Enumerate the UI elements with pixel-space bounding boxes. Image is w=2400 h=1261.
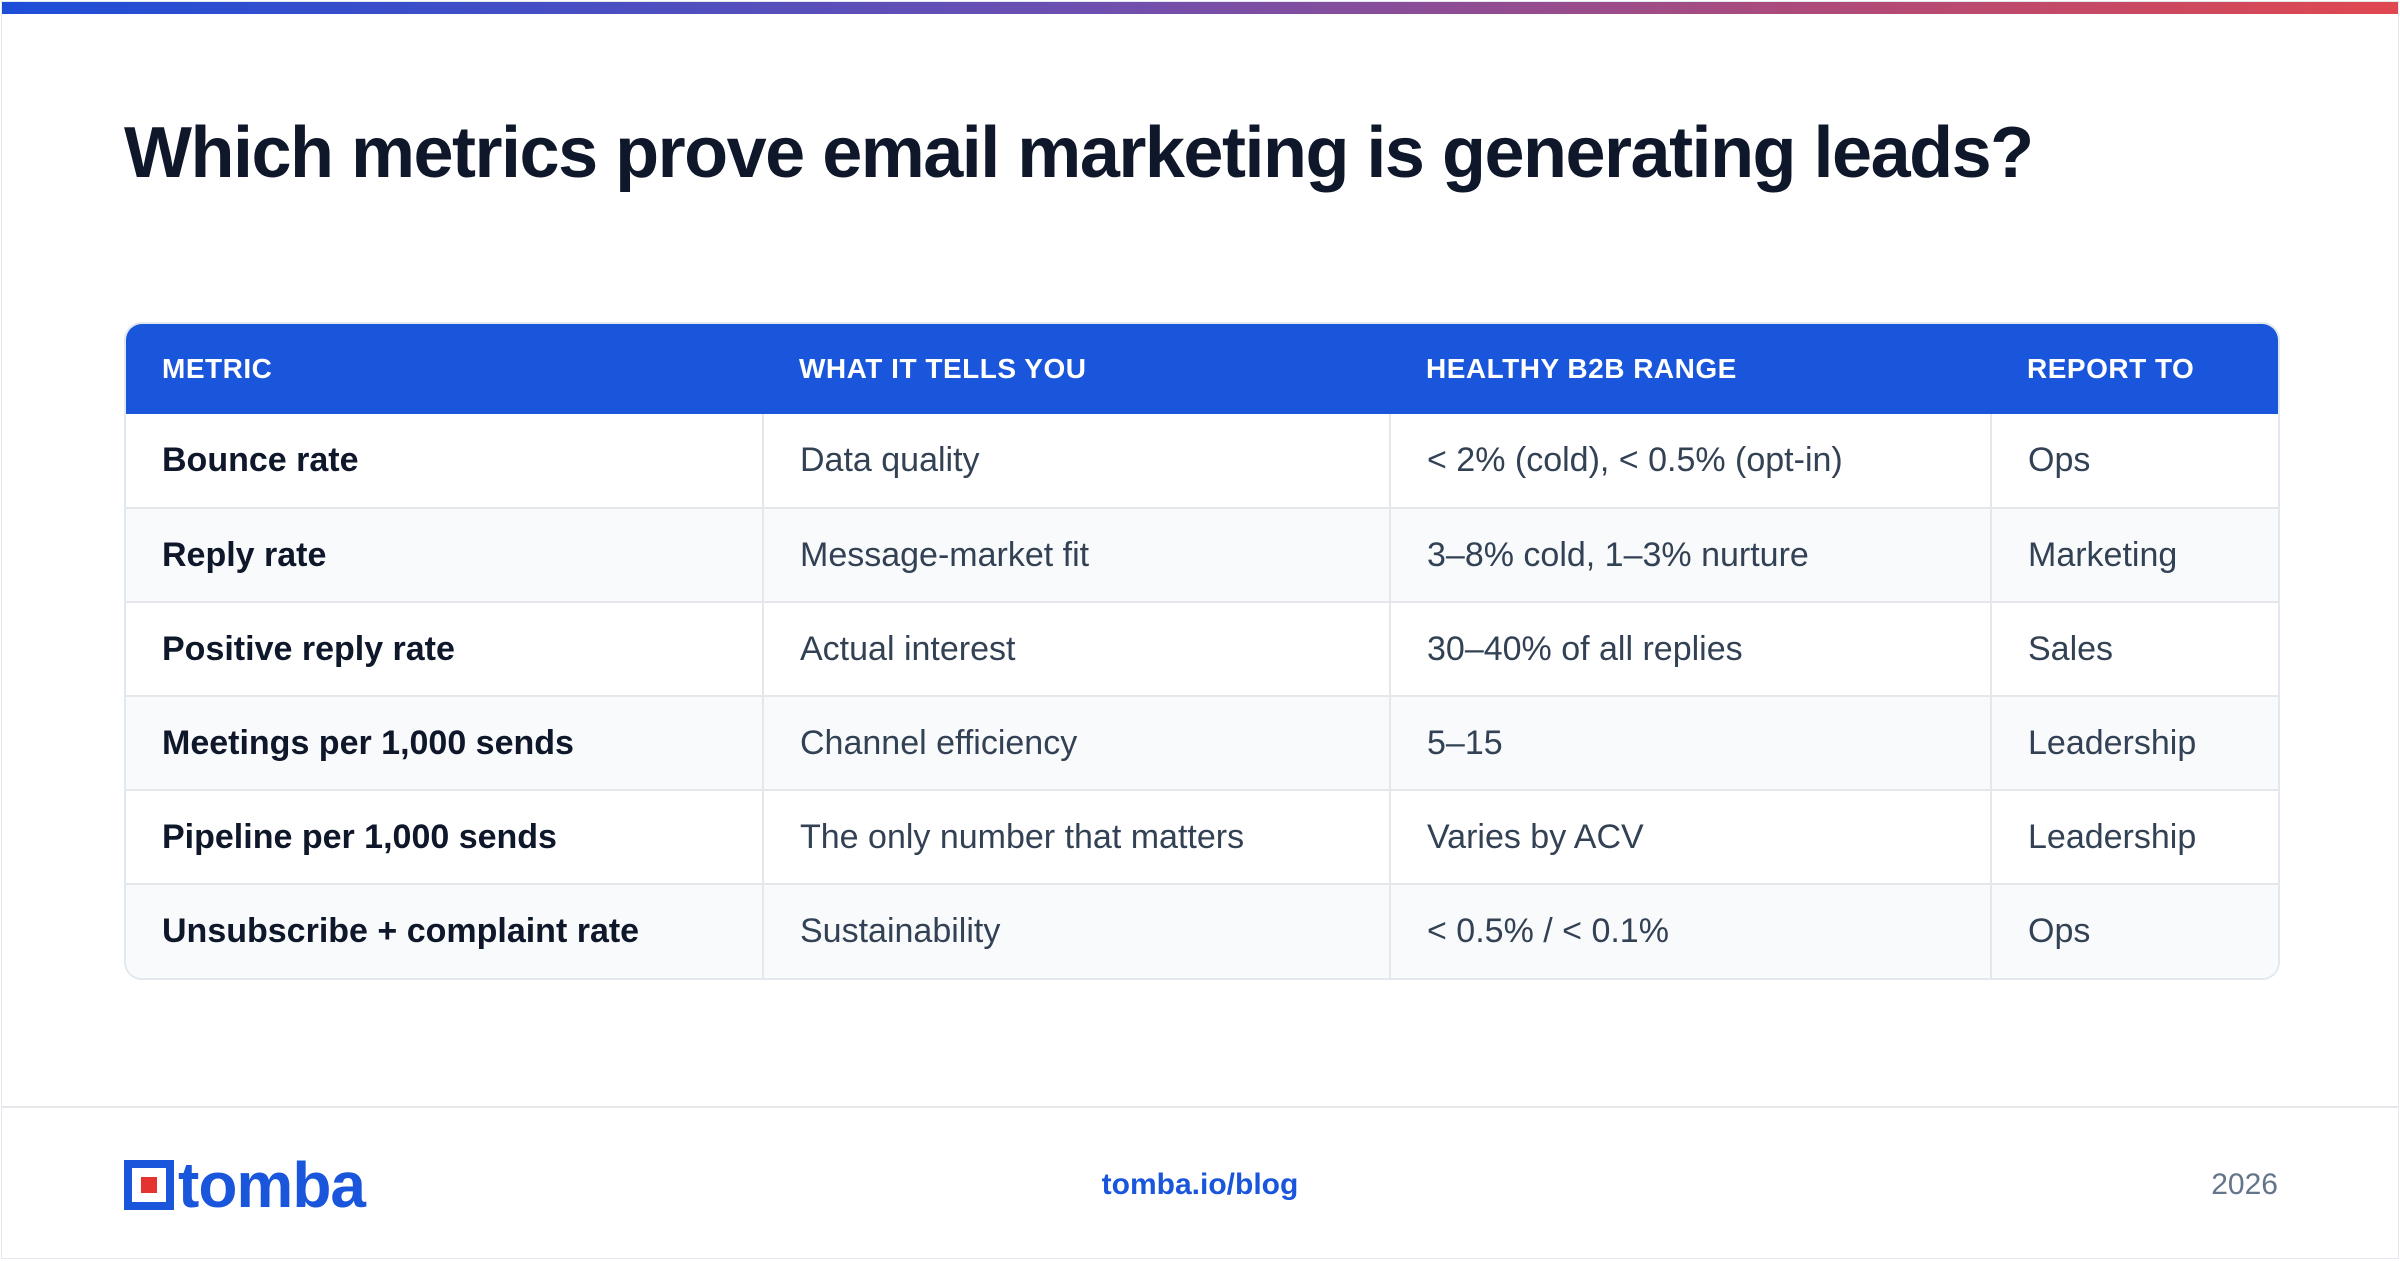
cell-metric: Bounce rate [162, 441, 359, 479]
header-metric: METRIC [126, 324, 763, 414]
cell-range: 3–8% cold, 1–3% nurture [1389, 507, 1991, 602]
logo-text: tomba [178, 1149, 366, 1221]
cell-meaning: Data quality [762, 414, 1390, 508]
cell-report-to: Leadership [1990, 789, 2278, 884]
table-row: Bounce rate Data quality < 2% (cold), < … [126, 414, 2278, 508]
tomba-logo: tomba [124, 1153, 366, 1217]
cell-range: < 0.5% / < 0.1% [1389, 883, 1991, 978]
cell-meaning: Sustainability [762, 883, 1390, 978]
accent-gradient-bar [2, 2, 2398, 14]
cell-range: Varies by ACV [1389, 789, 1991, 884]
cell-report-to: Sales [1990, 601, 2278, 696]
table-row: Reply rate Message-market fit 3–8% cold,… [126, 507, 2278, 602]
cell-report-to: Ops [1990, 883, 2278, 978]
cell-metric: Unsubscribe + complaint rate [126, 883, 763, 978]
cell-report-to: Ops [1990, 414, 2278, 508]
table-row: Meetings per 1,000 sends Channel efficie… [126, 695, 2278, 790]
table-header-row: METRIC WHAT IT TELLS YOU HEALTHY B2B RAN… [126, 324, 2278, 414]
cell-meaning: The only number that matters [762, 789, 1390, 884]
table-row: Positive reply rate Actual interest 30–4… [126, 601, 2278, 696]
header-report-to: REPORT TO [1991, 324, 2278, 414]
footer-divider [2, 1106, 2398, 1108]
cell-metric: Pipeline per 1,000 sends [126, 789, 763, 884]
logo-mark-icon [124, 1160, 174, 1210]
cell-range: < 2% (cold), < 0.5% (opt-in) [1389, 414, 1991, 508]
blog-link[interactable]: tomba.io/blog [1101, 1168, 1299, 1201]
cell-report-to: Marketing [1990, 507, 2278, 602]
table-row: Pipeline per 1,000 sends The only number… [126, 789, 2278, 884]
header-what-it-tells-you: WHAT IT TELLS YOU [763, 324, 1390, 414]
metrics-table-container: METRIC WHAT IT TELLS YOU HEALTHY B2B RAN… [124, 322, 2280, 980]
cell-range: 30–40% of all replies [1389, 601, 1991, 696]
cell-meaning: Channel efficiency [762, 695, 1390, 790]
cell-metric: Meetings per 1,000 sends [126, 695, 763, 790]
cell-metric: Reply rate [126, 507, 763, 602]
cell-range: 5–15 [1389, 695, 1991, 790]
cell-meaning: Actual interest [762, 601, 1390, 696]
page-title: Which metrics prove email marketing is g… [124, 113, 2034, 193]
metrics-table: METRIC WHAT IT TELLS YOU HEALTHY B2B RAN… [126, 324, 2278, 978]
cell-report-to: Leadership [1990, 695, 2278, 790]
cell-metric: Positive reply rate [126, 601, 763, 696]
footer-year: 2026 [2211, 1168, 2278, 1201]
cell-meaning: Message-market fit [762, 507, 1390, 602]
header-healthy-range: HEALTHY B2B RANGE [1390, 324, 1991, 414]
table-row: Unsubscribe + complaint rate Sustainabil… [126, 883, 2278, 978]
